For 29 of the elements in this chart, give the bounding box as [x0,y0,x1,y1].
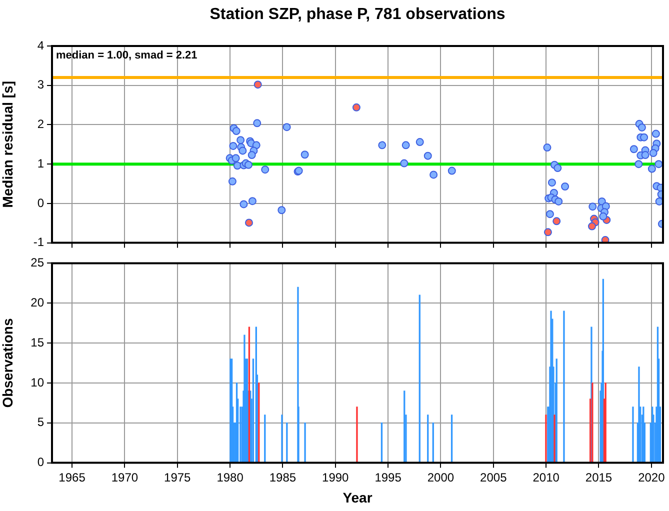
y-tick-label: 1 [37,156,44,170]
y-tick-label: 20 [30,295,44,310]
y-tick-label: 25 [30,256,44,270]
x-tick-label: 1965 [58,470,86,484]
y-tick-label: 0 [37,455,44,470]
y-tick-label: 3 [37,78,44,92]
y-axis-title: Median residual [s] [0,80,16,208]
x-tick-label: 2005 [480,470,508,484]
y-tick-label: 4 [37,38,44,52]
y-tick-label: 15 [30,335,44,350]
x-tick-label: 1975 [164,470,192,484]
x-tick-label: 1980 [216,470,244,484]
y-tick-label: 2 [37,117,44,132]
chart-title: Station SZP, phase P, 781 observations [208,6,506,24]
x-tick-label: 2010 [532,470,560,484]
x-tick-label: 1990 [322,470,350,484]
y-axis-title: Observations [0,318,16,408]
y-tick-label: 5 [37,415,44,430]
x-tick-label: 1985 [269,470,296,484]
y-tick-label: -1 [33,235,44,250]
x-tick-label: 2015 [585,470,612,484]
annotation: median = 1.00, smad = 2.21 [56,50,198,62]
x-tick-label: 1995 [374,470,402,484]
x-tick-label: 2020 [638,470,666,484]
y-tick-label: 0 [37,196,44,210]
x-axis-title: Year [342,489,373,506]
x-tick-label: 1970 [111,470,138,484]
y-tick-label: 10 [30,375,44,390]
x-tick-label: 2000 [427,470,454,484]
